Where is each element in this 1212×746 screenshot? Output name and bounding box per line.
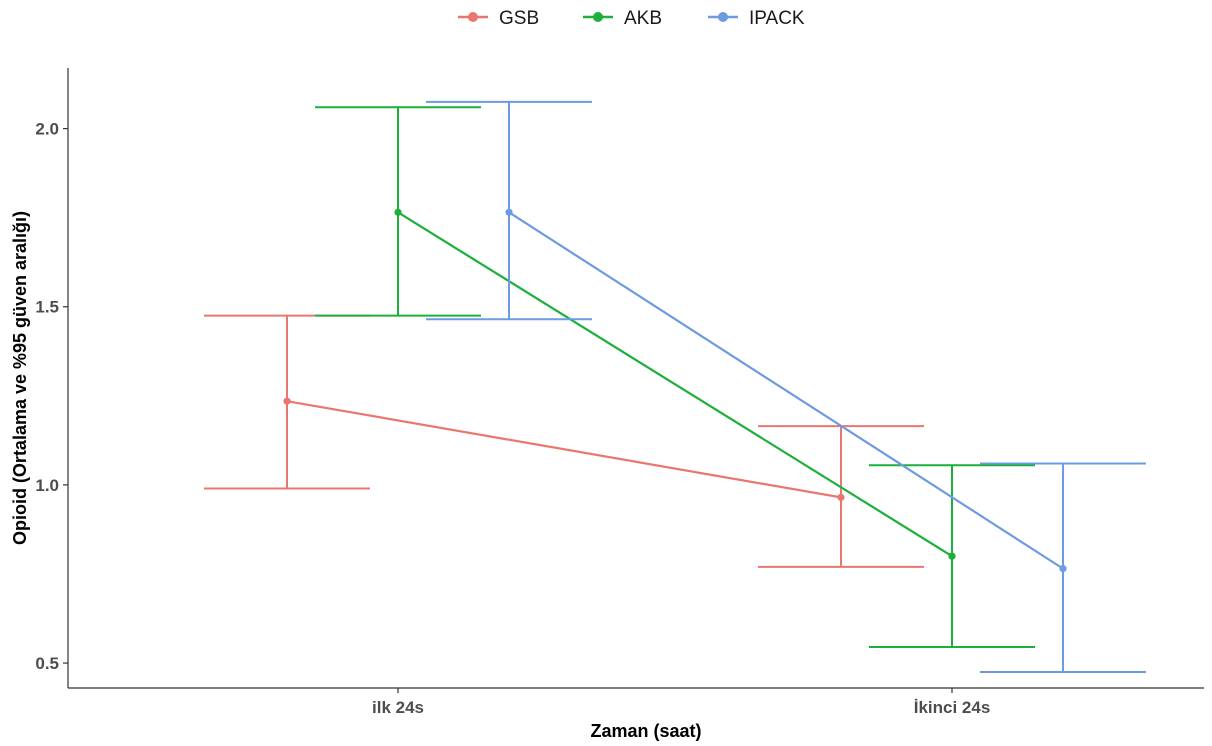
series-gsb <box>204 314 924 568</box>
legend-label: AKB <box>624 8 662 29</box>
data-point <box>505 208 513 216</box>
legend-item-gsb: GSB <box>458 8 539 29</box>
plot-marks <box>204 100 1146 673</box>
series-line <box>397 211 953 558</box>
x-ticks: ilk 24s İkinci 24s <box>372 688 990 717</box>
data-point <box>837 493 845 501</box>
data-point <box>394 208 402 216</box>
y-tick-label: 1.0 <box>35 476 59 495</box>
series-ipack <box>426 100 1146 673</box>
y-tick-label: 2.0 <box>35 120 59 139</box>
data-point <box>948 552 956 560</box>
x-axis-title: Zaman (saat) <box>590 721 701 741</box>
data-point <box>283 397 291 405</box>
legend-item-akb: AKB <box>583 8 662 29</box>
y-axis-title: Opioid (Ortalama ve %95 güven aralığı) <box>10 211 30 545</box>
y-tick-label: 0.5 <box>35 654 59 673</box>
legend-item-ipack: IPACK <box>708 8 805 29</box>
legend-key-point <box>718 12 728 22</box>
series-akb <box>315 106 1035 649</box>
y-tick-label: 1.5 <box>35 298 59 317</box>
x-tick-label: ilk 24s <box>372 698 424 717</box>
legend-label: IPACK <box>749 8 805 29</box>
legend-key-point <box>468 12 478 22</box>
data-point <box>1059 565 1067 573</box>
y-ticks: 0.5 1.0 1.5 2.0 <box>35 120 68 673</box>
legend-label: GSB <box>499 8 539 29</box>
legend-key-point <box>593 12 603 22</box>
series-line <box>508 211 1064 570</box>
legend: GSB AKB IPACK <box>458 8 805 29</box>
series-line <box>286 400 842 499</box>
x-tick-label: İkinci 24s <box>914 698 991 717</box>
